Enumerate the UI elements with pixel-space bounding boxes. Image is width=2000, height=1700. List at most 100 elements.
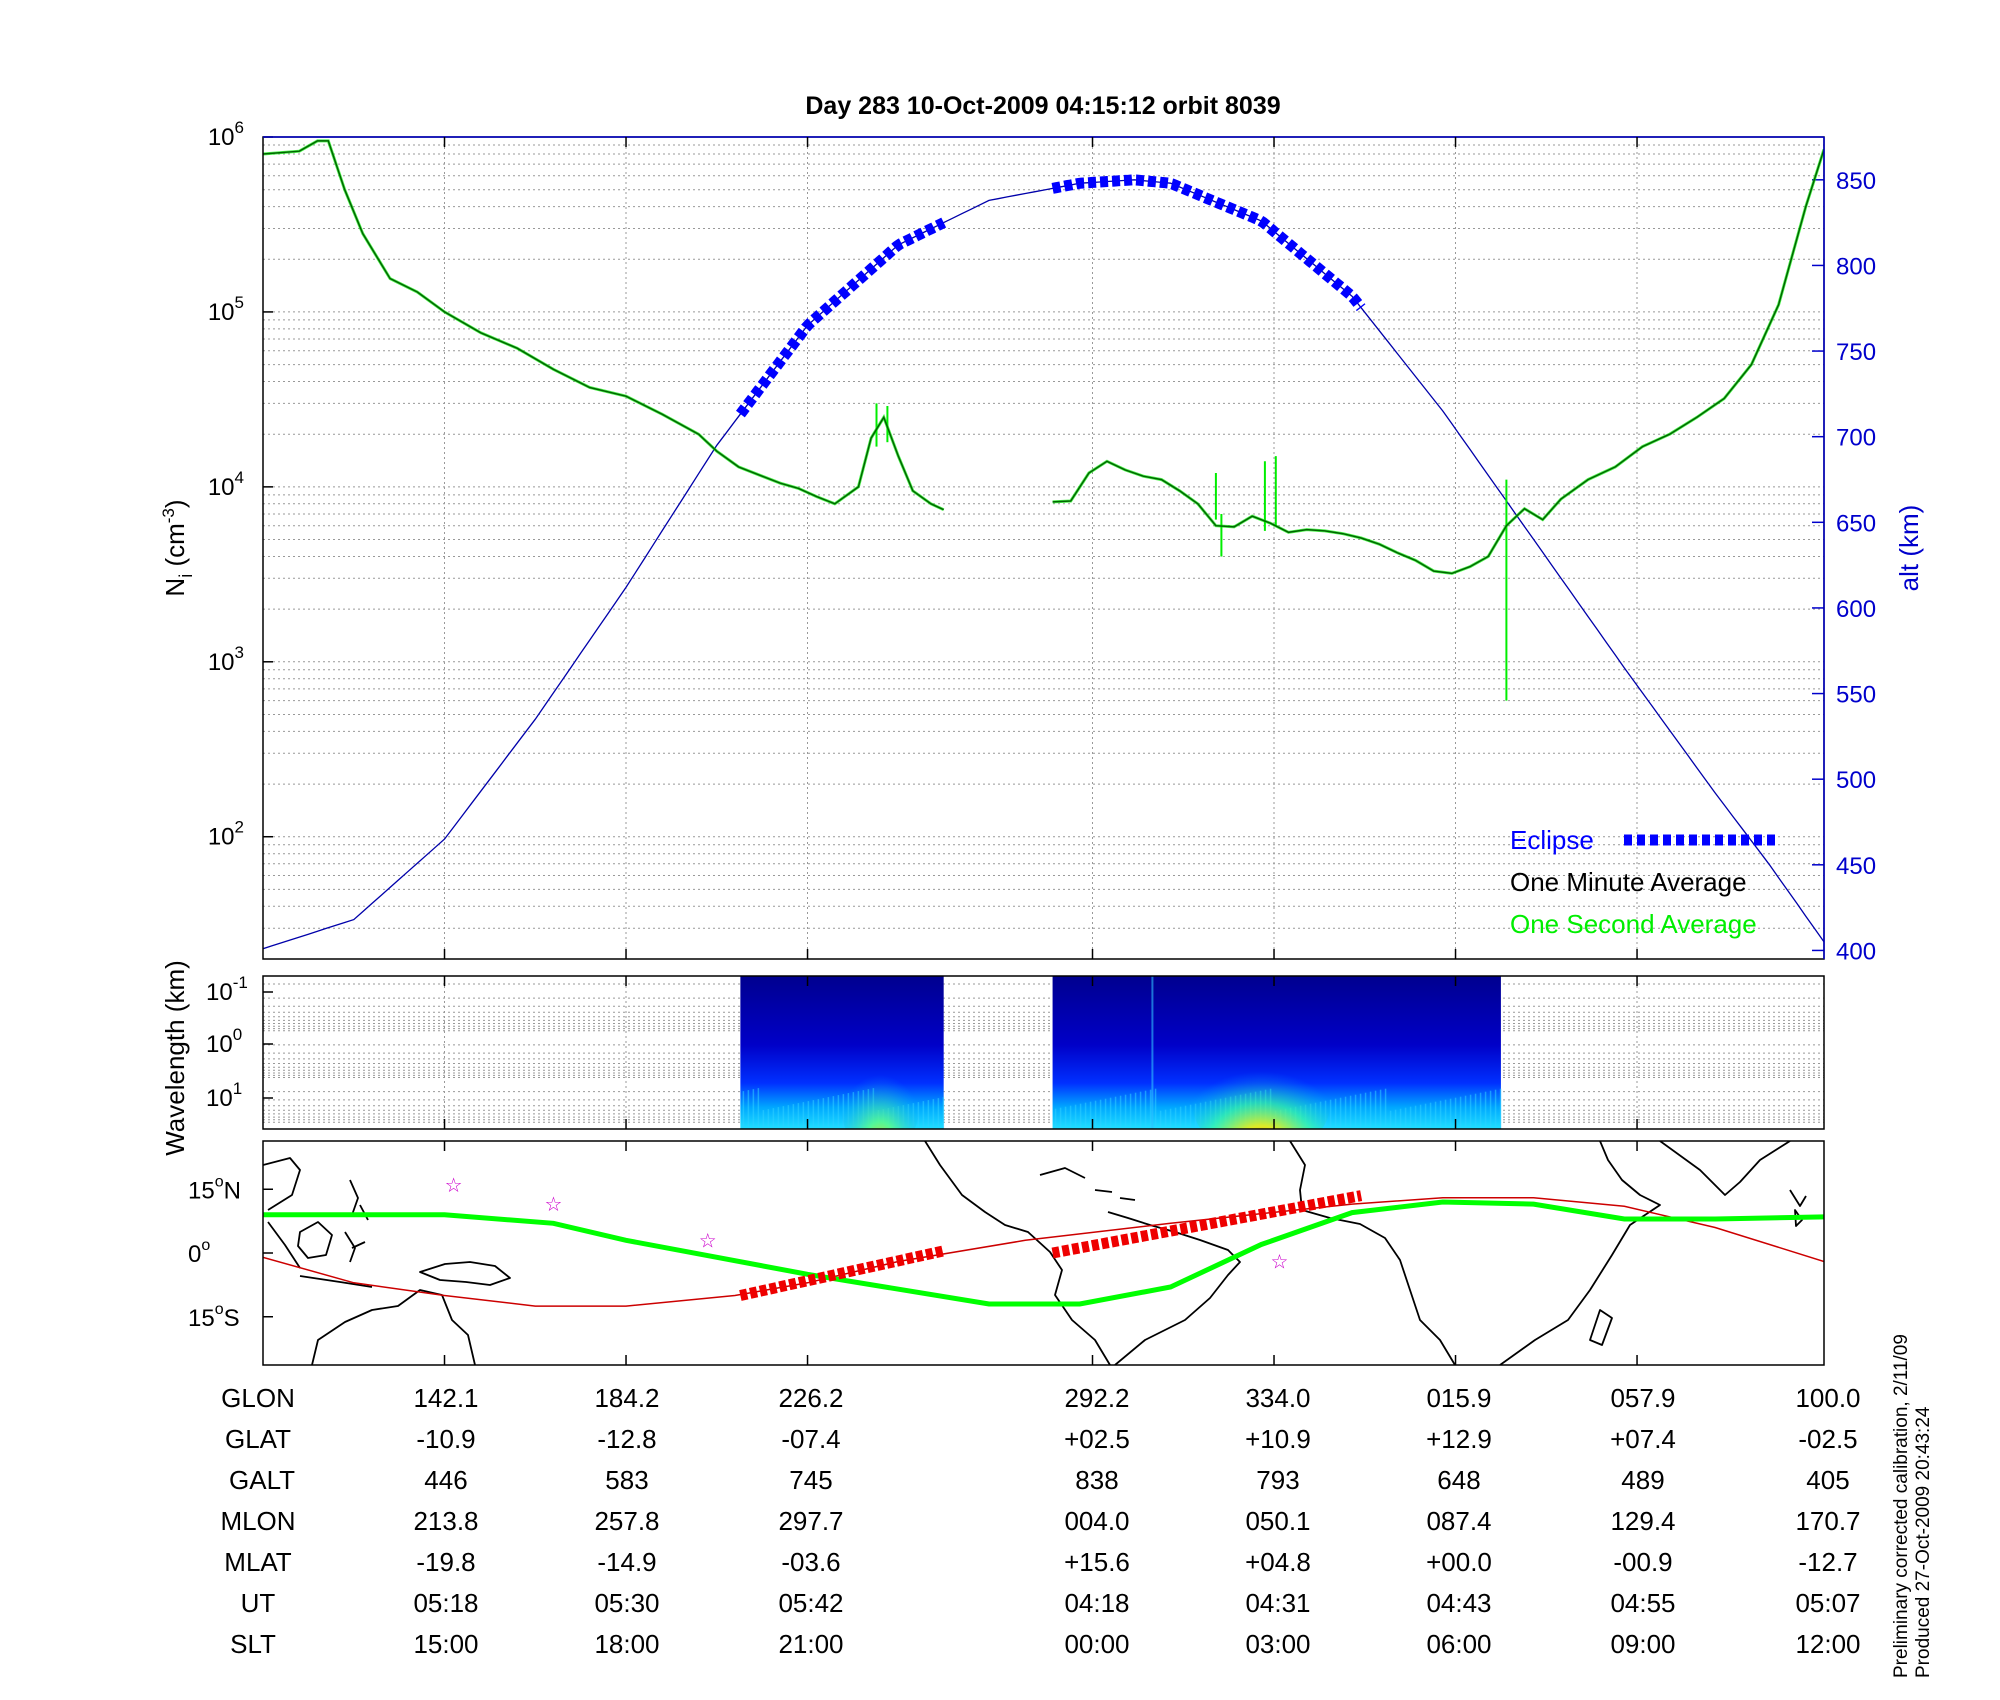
ephemeris-table: GLON GLAT GALT MLON MLAT UT SLT 142.1 -10.9 446 21… [220, 1383, 1860, 1659]
spectrogram-y-label: Wavelength (km) [160, 960, 190, 1156]
table-cell: 05:07 [1795, 1588, 1860, 1618]
map-y-tick-value: 15 [188, 1305, 215, 1332]
coast-arabia-india [1659, 1141, 1807, 1207]
coast-australia [311, 1289, 476, 1365]
density-y-tick-exp: 2 [235, 818, 244, 837]
density-y-tick-exp: 3 [235, 643, 244, 662]
table-cell: 004.0 [1064, 1506, 1129, 1536]
table-cell: 04:31 [1245, 1588, 1310, 1618]
table-cell: +12.9 [1426, 1424, 1492, 1454]
altitude-line [263, 179, 1824, 950]
spectrogram-hotspot [840, 1039, 921, 1129]
ground-track-line [263, 1199, 1824, 1307]
map-y-tick-hemi: S [224, 1305, 240, 1332]
table-cell: 838 [1075, 1465, 1118, 1495]
one-minute-line [1052, 149, 1824, 575]
table-cell: -12.7 [1798, 1547, 1857, 1577]
legend-eclipse-label: Eclipse [1510, 825, 1594, 855]
map-y-tick-degree: o [215, 1301, 224, 1318]
density-y-tick-label: 106 [208, 118, 244, 151]
table-cell: 04:18 [1064, 1588, 1129, 1618]
spectrogram-frame [262, 975, 1825, 1130]
altitude-tick-label: 600 [1836, 596, 1876, 623]
density-y-label: Ni (cm-3) [159, 499, 196, 596]
altitude-y-axis: 400 450 500 550 600 650 700 750 800 850 [1812, 168, 1876, 965]
density-y-label-unit: (cm [160, 523, 190, 574]
map-eclipse-segment [739, 1245, 945, 1301]
map-data: ☆ ☆ ☆ ☆ [263, 1173, 1824, 1307]
table-cell: 184.2 [594, 1383, 659, 1413]
table-cell: 297.7 [778, 1506, 843, 1536]
density-y-tick-exp: 4 [235, 468, 244, 487]
star-marker-icon: ☆ [445, 1173, 463, 1197]
map-y-tick-value: 0 [188, 1241, 201, 1268]
table-cell: 05:42 [778, 1588, 843, 1618]
table-cell: +07.4 [1610, 1424, 1676, 1454]
table-row-label: GLAT [225, 1424, 291, 1454]
table-cell: 15:00 [413, 1629, 478, 1659]
table-cell: -00.9 [1613, 1547, 1672, 1577]
legend-minute-label: One Minute Average [1510, 867, 1747, 897]
map-y-tick-degree: o [215, 1173, 224, 1190]
density-y-tick-label: 102 [208, 818, 244, 851]
spectrogram-y-tick-label: 101 [206, 1079, 242, 1112]
spectrogram-y-tick-label: 10-1 [206, 973, 248, 1006]
table-cell: 03:00 [1245, 1629, 1310, 1659]
map-y-tick-label: 15oN [188, 1173, 241, 1204]
table-cell: -12.8 [597, 1424, 656, 1454]
table-cell: 04:43 [1426, 1588, 1491, 1618]
footer-line-2: Produced 27-Oct-2009 20:43:24 [1913, 1406, 1934, 1678]
altitude-tick-label: 500 [1836, 767, 1876, 794]
table-row-label: MLAT [224, 1547, 292, 1577]
spectrogram-data [740, 976, 1502, 1129]
panel-x-ticks [443, 137, 1638, 1365]
density-y-tick-base: 10 [208, 474, 235, 501]
table-cell: 292.2 [1064, 1383, 1129, 1413]
density-y-tick-exp: 5 [235, 293, 244, 312]
table-cell: -07.4 [781, 1424, 840, 1454]
legend: Eclipse One Minute Average One Second Av… [1510, 825, 1776, 939]
density-y-tick-base: 10 [208, 299, 235, 326]
spectrogram-y-tick-exp: 0 [233, 1025, 242, 1044]
coast-americas [924, 1141, 1241, 1365]
table-cell: +10.9 [1245, 1424, 1311, 1454]
table-cell: 446 [424, 1465, 467, 1495]
density-y-label-sup: -3 [159, 508, 178, 523]
altitude-tick-label: 750 [1836, 339, 1876, 366]
coast-sulawesi [344, 1231, 366, 1263]
table-row-label: GALT [229, 1465, 295, 1495]
map-y-tick-label: 0o [188, 1237, 210, 1268]
map-y-tick-value: 15 [188, 1177, 215, 1204]
one-second-line [263, 139, 945, 512]
spectrogram-y-tick-base: 10 [206, 1085, 233, 1112]
spectrogram-y-tick-label: 100 [206, 1025, 242, 1058]
spectrogram-y-tick-exp: 1 [233, 1079, 242, 1098]
table-cell: 142.1 [413, 1383, 478, 1413]
table-cell: 745 [789, 1465, 832, 1495]
spectrogram-y-tick-exp: -1 [233, 973, 248, 992]
table-cell: 648 [1437, 1465, 1480, 1495]
table-cell: 334.0 [1245, 1383, 1310, 1413]
table-cell: 00:00 [1064, 1629, 1129, 1659]
table-cell: 05:30 [594, 1588, 659, 1618]
chart-title: Day 283 10-Oct-2009 04:15:12 orbit 8039 [805, 92, 1280, 120]
map-eclipse-segment [1051, 1190, 1363, 1259]
table-cell: -14.9 [597, 1547, 656, 1577]
coast-borneo [297, 1221, 333, 1259]
table-cell: +00.0 [1426, 1547, 1492, 1577]
coast-africa [1289, 1141, 1661, 1365]
footer-note: Preliminary corrected calibration, 2/11/… [1891, 1334, 1934, 1678]
density-y-tick-base: 10 [208, 124, 235, 151]
density-y-tick-label: 105 [208, 293, 244, 326]
altitude-tick-label: 650 [1836, 510, 1876, 537]
density-y-tick-label: 104 [208, 468, 244, 501]
coast-se-asia [263, 1157, 301, 1211]
table-cell: 405 [1806, 1465, 1849, 1495]
table-cell: -19.8 [416, 1547, 475, 1577]
table-cell: 100.0 [1795, 1383, 1860, 1413]
